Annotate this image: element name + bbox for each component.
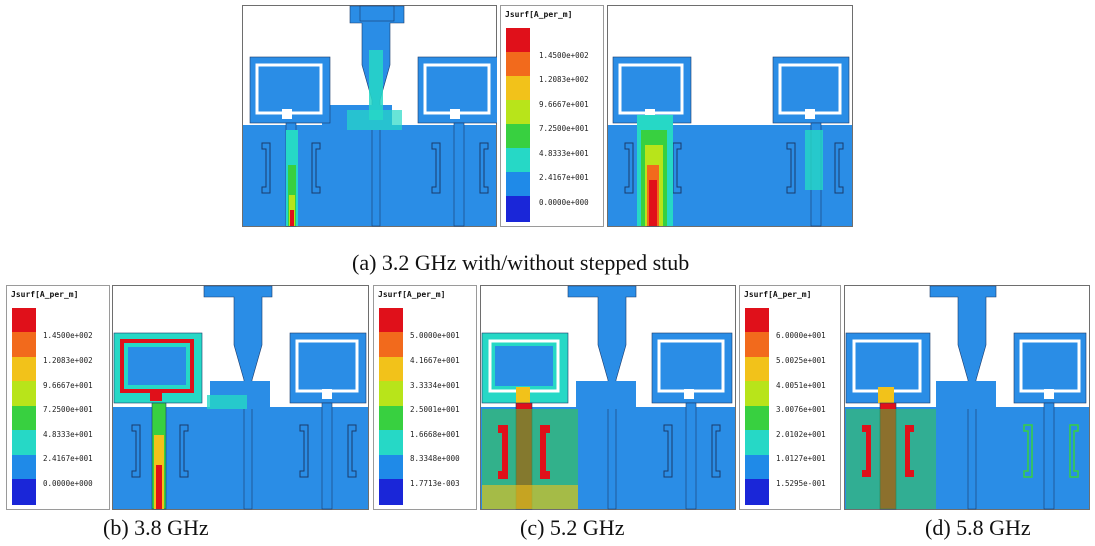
resonator-left — [612, 56, 692, 124]
resonator-right — [417, 56, 497, 124]
current-hotspots — [286, 50, 402, 226]
caption-d: (d) 5.8 GHz — [925, 515, 1031, 540]
colorbar — [12, 308, 36, 505]
legend-tick: 1.4500e+002 — [43, 331, 93, 340]
legend-tick: 6.0000e+001 — [776, 331, 826, 340]
current-hotspots — [637, 115, 823, 226]
slot-resonators — [663, 424, 721, 478]
resonator-right — [651, 332, 733, 404]
feed-ground-region — [576, 381, 636, 409]
antenna-plot-5p8ghz — [844, 285, 1090, 510]
current-hotspots — [154, 395, 247, 509]
caption-c: (c) 5.2 GHz — [520, 515, 625, 540]
feed-stub — [929, 285, 997, 510]
legend-tick: 4.8333e+001 — [539, 149, 589, 158]
legend-tick: 2.4167e+001 — [43, 454, 93, 463]
caption-a: (a) 3.2 GHz with/without stepped stub — [352, 250, 690, 275]
legend-title: Jsurf[A_per_m] — [11, 290, 79, 299]
legend-title: Jsurf[A_per_m] — [378, 290, 446, 299]
legend-tick: 1.2083e+002 — [43, 356, 93, 365]
resonator-right — [1013, 332, 1087, 404]
antenna-plot-3p8ghz — [112, 285, 369, 510]
resonator-left — [845, 332, 931, 404]
legend-tick: 0.0000e+000 — [43, 479, 93, 488]
legend-tick: 7.2500e+001 — [43, 405, 93, 414]
legend-tick: 7.2500e+001 — [539, 124, 589, 133]
legend-tick: 5.0025e+001 — [776, 356, 826, 365]
current-hotspots — [482, 409, 578, 509]
legend-tick: 9.6667e+001 — [539, 100, 589, 109]
colorbar-legend-c: Jsurf[A_per_m] 5.0000e+001 4.1667e+001 3… — [373, 285, 477, 510]
legend-tick: 1.4500e+002 — [539, 51, 589, 60]
legend-tick: 2.4167e+001 — [539, 173, 589, 182]
legend-title: Jsurf[A_per_m] — [744, 290, 812, 299]
legend-tick: 5.0000e+001 — [410, 331, 460, 340]
antenna-plot-3p2ghz-with-stub — [242, 5, 497, 227]
legend-tick: 4.0051e+001 — [776, 381, 826, 390]
legend-tick: 3.3334e+001 — [410, 381, 460, 390]
resonator-left — [113, 332, 203, 404]
colorbar-legend-b: Jsurf[A_per_m] 1.4500e+002 1.2083e+002 9… — [6, 285, 110, 510]
feed-stub — [203, 285, 273, 510]
slot-resonators — [261, 142, 489, 194]
legend-tick: 3.0076e+001 — [776, 405, 826, 414]
feed-stub-tip — [359, 5, 395, 22]
legend-tick: 9.6667e+001 — [43, 381, 93, 390]
feed-stub — [567, 285, 637, 510]
legend-tick: 4.8333e+001 — [43, 430, 93, 439]
legend-tick: 2.0102e+001 — [776, 430, 826, 439]
resonator-left — [481, 332, 569, 404]
legend-title: Jsurf[A_per_m] — [505, 10, 573, 19]
caption-b: (b) 3.8 GHz — [103, 515, 209, 540]
resonator-right — [289, 332, 367, 404]
legend-tick: 0.0000e+000 — [539, 198, 589, 207]
colorbar — [379, 308, 403, 505]
colorbar-legend-top: Jsurf[A_per_m] 1.4500e+002 1.2083e+002 9… — [500, 5, 604, 227]
legend-tick: 1.5295e-001 — [776, 479, 826, 488]
colorbar-legend-d: Jsurf[A_per_m] 6.0000e+001 5.0025e+001 4… — [739, 285, 841, 510]
colorbar — [506, 28, 530, 222]
legend-tick: 8.3348e+000 — [410, 454, 460, 463]
legend-tick: 1.2083e+002 — [539, 75, 589, 84]
colorbar — [745, 308, 769, 505]
feed-ground-region — [936, 381, 996, 409]
resonator-left — [249, 56, 331, 124]
slot-resonators — [131, 424, 357, 478]
current-hotspots — [846, 409, 936, 509]
resonator-right — [772, 56, 850, 124]
legend-tick: 4.1667e+001 — [410, 356, 460, 365]
slot-resonators — [1023, 424, 1079, 478]
antenna-plot-5p2ghz — [480, 285, 736, 510]
antenna-plot-3p2ghz-without-stub — [607, 5, 853, 227]
legend-tick: 1.0127e+001 — [776, 454, 826, 463]
legend-tick: 2.5001e+001 — [410, 405, 460, 414]
legend-tick: 1.6668e+001 — [410, 430, 460, 439]
legend-tick: 1.7713e-003 — [410, 479, 460, 488]
